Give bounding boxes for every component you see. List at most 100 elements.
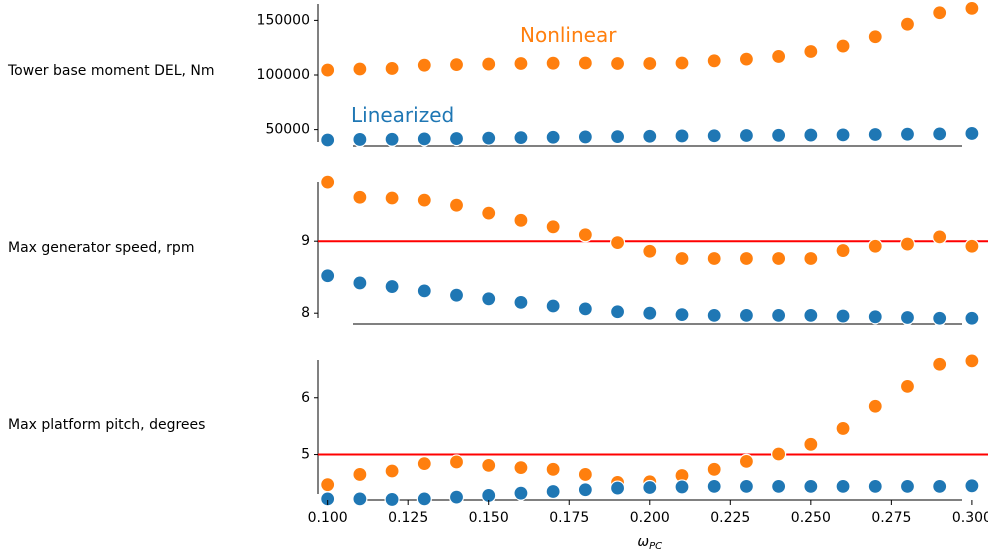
data-point [932,5,948,21]
data-point [448,57,465,73]
data-point [384,60,400,77]
annotation-linearized: Linearized [351,103,454,127]
data-point [674,55,690,71]
x-axis-label-main: ω [637,534,649,550]
data-point [771,307,787,323]
data-point [352,189,368,205]
x-tick-label: 0.200 [630,510,670,526]
data-point [738,51,755,67]
data-point [932,356,948,372]
data-point [674,128,690,144]
data-point [384,278,400,295]
panel-2-series-linearized [320,268,980,326]
data-point [352,275,368,291]
data-point [899,378,916,394]
data-point [513,294,529,310]
data-point [481,130,497,146]
data-point [803,478,819,494]
data-point [545,298,561,314]
data-point [803,43,819,60]
data-point [932,229,948,245]
data-point [320,174,336,190]
panel-1: Tower base moment DEL, Nm 50000 100000 1500… [7,0,980,148]
data-point [545,483,561,500]
data-point [642,243,658,259]
data-point [416,57,432,73]
data-point [835,242,851,259]
x-tick-label: 0.125 [388,510,428,526]
x-tick-label: 0.250 [791,510,831,526]
data-point [577,301,593,317]
data-point [513,485,529,501]
data-point [352,61,368,77]
panel-2-y-tick-label: 9 [301,233,310,249]
panel-1-series-nonlinear [320,0,980,78]
data-point [609,129,626,145]
data-point [416,283,432,299]
data-point [448,489,465,505]
data-point [738,127,755,144]
panel-2: Max generator speed, rpm 8 9 [8,174,988,326]
data-point [609,480,626,496]
data-point [320,268,336,284]
data-point [481,205,497,221]
data-point [513,460,529,476]
data-point [964,353,980,369]
panel-2-series-nonlinear [320,174,980,267]
data-point [706,250,722,267]
data-point [738,478,755,494]
data-point [384,491,400,508]
data-point [706,53,722,69]
data-point [899,478,916,494]
data-point [320,62,336,78]
panel-3-series-linearized [320,478,980,508]
data-point [448,287,465,303]
data-point [448,130,465,147]
data-point [738,453,755,469]
data-point [577,55,593,71]
data-point [481,291,497,307]
panel-1-y-tick-label: 100000 [257,67,310,83]
data-point [835,127,851,143]
data-point [803,250,819,267]
data-point [481,56,497,72]
data-point [964,478,980,494]
data-point [352,466,368,483]
data-point [513,129,529,146]
panel-2-y-label: Max generator speed, rpm [8,240,194,256]
data-point [545,219,561,235]
data-point [545,55,561,71]
data-point [513,55,529,72]
data-point [384,463,400,479]
data-point [674,250,690,267]
data-point [706,307,722,323]
panel-1-y-tick-label: 150000 [257,12,310,28]
panel-1-series-linearized [320,125,980,148]
data-point [867,478,883,494]
data-point [899,16,916,32]
data-point [320,132,336,148]
x-tick-label: 0.225 [710,510,750,526]
data-point [577,482,593,498]
data-point [642,479,658,496]
data-point [481,457,497,473]
panel-1-y-tick-label: 50000 [265,122,310,138]
data-point [964,238,980,254]
data-point [964,0,980,16]
data-point [835,308,851,324]
data-point [932,478,948,494]
data-point [899,309,916,326]
x-tick-label: 0.100 [308,510,348,526]
data-point [674,307,690,323]
data-point [642,55,658,72]
data-point [867,238,883,254]
panel-3-y-tick-label: 5 [301,447,310,463]
data-point [513,212,529,228]
panels-layer: Tower base moment DEL, Nm 50000 100000 1500… [7,0,988,508]
data-point [803,436,819,452]
data-point [835,420,851,437]
data-point [577,227,593,243]
data-point [771,250,787,267]
